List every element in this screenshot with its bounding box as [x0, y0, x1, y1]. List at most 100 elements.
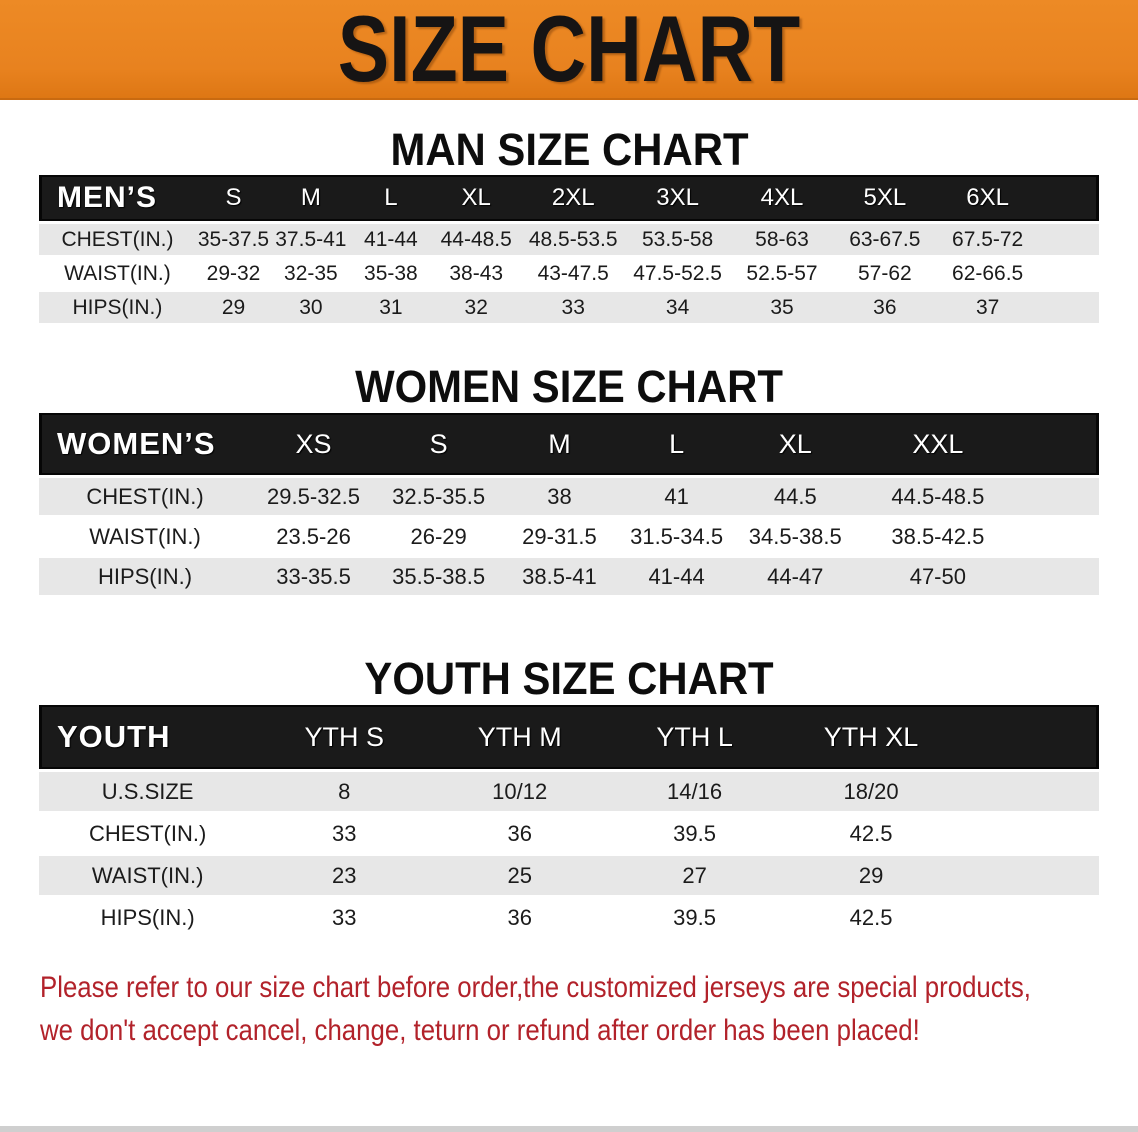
- men-table-title: MEN’S: [39, 175, 196, 221]
- women-waist-row: WAIST(IN.) 23.5-26 26-29 29-31.5 31.5-34…: [39, 518, 1099, 555]
- size-cell: 32: [431, 292, 522, 323]
- men-col-header-l: L: [350, 175, 432, 221]
- size-cell: 14/16: [607, 772, 783, 811]
- men-table-header-row: MEN’S S M L XL 2XL 3XL 4XL 5XL 6XL: [39, 175, 1099, 221]
- men-chest-row: CHEST(IN.) 35-37.5 37.5-41 41-44 44-48.5…: [39, 224, 1099, 255]
- size-cell: 33: [521, 292, 626, 323]
- row-label: CHEST(IN.): [39, 224, 196, 255]
- size-cell: 36: [833, 292, 936, 323]
- men-col-header-6xl: 6XL: [935, 175, 1040, 221]
- row-label: WAIST(IN.): [39, 518, 251, 555]
- size-cell: 39.5: [607, 814, 783, 853]
- men-col-header-4xl: 4XL: [730, 175, 834, 221]
- spacer-cell: [960, 898, 1099, 937]
- spacer-cell: [960, 705, 1099, 769]
- youth-col-header-yth-m: YTH M: [432, 705, 608, 769]
- youth-size-table: YOUTH YTH S YTH M YTH L YTH XL U.S.SIZE …: [39, 702, 1099, 940]
- women-hips-row: HIPS(IN.) 33-35.5 35.5-38.5 38.5-41 41-4…: [39, 558, 1099, 595]
- row-label: WAIST(IN.): [39, 856, 257, 895]
- size-cell: 34.5-38.5: [735, 518, 856, 555]
- size-cell: 57-62: [833, 258, 936, 289]
- spacer-cell: [1020, 413, 1099, 475]
- size-cell: 27: [607, 856, 783, 895]
- size-cell: 52.5-57: [730, 258, 834, 289]
- size-cell: 35: [730, 292, 834, 323]
- spacer-cell: [1039, 258, 1099, 289]
- size-cell: 10/12: [432, 772, 608, 811]
- youth-table-header-row: YOUTH YTH S YTH M YTH L YTH XL: [39, 705, 1099, 769]
- size-cell: 29.5-32.5: [251, 478, 377, 515]
- size-cell: 33: [256, 898, 433, 937]
- men-hips-row: HIPS(IN.) 29 30 31 32 33 34 35 36 37: [39, 292, 1099, 323]
- banner-title: SIZE CHART: [337, 0, 801, 101]
- size-cell: 34: [625, 292, 731, 323]
- size-cell: 37.5-41: [271, 224, 351, 255]
- size-cell: 42.5: [782, 814, 961, 853]
- youth-chest-row: CHEST(IN.) 33 36 39.5 42.5: [39, 814, 1099, 853]
- size-cell: 35-37.5: [195, 224, 272, 255]
- size-cell: 29-32: [195, 258, 272, 289]
- women-table-title: WOMEN’S: [39, 413, 251, 475]
- women-section-heading-text: WOMEN SIZE CHART: [355, 361, 783, 412]
- spacer-cell: [960, 772, 1099, 811]
- men-col-header-m: M: [271, 175, 351, 221]
- size-cell: 42.5: [782, 898, 961, 937]
- size-cell: 31.5-34.5: [617, 518, 736, 555]
- men-col-header-5xl: 5XL: [833, 175, 936, 221]
- row-label: CHEST(IN.): [39, 814, 257, 853]
- youth-table-title: YOUTH: [39, 705, 257, 769]
- size-cell: 38: [501, 478, 618, 515]
- size-cell: 8: [256, 772, 433, 811]
- disclaimer-line-1: Please refer to our size chart before or…: [40, 971, 1031, 1004]
- women-size-table: WOMEN’S XS S M L XL XXL CHEST(IN.) 29.5-…: [39, 410, 1099, 598]
- size-cell: 25: [432, 856, 608, 895]
- row-label: HIPS(IN.): [39, 292, 196, 323]
- women-chest-row: CHEST(IN.) 29.5-32.5 32.5-35.5 38 41 44.…: [39, 478, 1099, 515]
- size-cell: 48.5-53.5: [521, 224, 626, 255]
- size-cell: 62-66.5: [935, 258, 1040, 289]
- size-cell: 63-67.5: [833, 224, 936, 255]
- men-col-header-2xl: 2XL: [521, 175, 626, 221]
- size-cell: 32-35: [271, 258, 351, 289]
- size-cell: 38.5-41: [501, 558, 618, 595]
- size-cell: 44.5: [735, 478, 856, 515]
- women-col-header-m: M: [501, 413, 618, 475]
- size-cell: 41-44: [350, 224, 432, 255]
- size-cell: 37: [935, 292, 1040, 323]
- size-cell: 44.5-48.5: [855, 478, 1021, 515]
- size-cell: 31: [350, 292, 432, 323]
- spacer-cell: [1020, 558, 1099, 595]
- size-cell: 29-31.5: [501, 518, 618, 555]
- row-label: HIPS(IN.): [39, 558, 251, 595]
- size-cell: 53.5-58: [625, 224, 731, 255]
- spacer-cell: [960, 814, 1099, 853]
- row-label: U.S.SIZE: [39, 772, 257, 811]
- men-col-header-s: S: [195, 175, 272, 221]
- men-section-heading-text: MAN SIZE CHART: [389, 124, 749, 175]
- women-col-header-xl: XL: [735, 413, 856, 475]
- women-table-header-row: WOMEN’S XS S M L XL XXL: [39, 413, 1099, 475]
- women-col-header-xxl: XXL: [855, 413, 1021, 475]
- size-cell: 29: [782, 856, 961, 895]
- size-cell: 23.5-26: [251, 518, 377, 555]
- size-cell: 32.5-35.5: [376, 478, 502, 515]
- youth-section-heading-text: YOUTH SIZE CHART: [364, 653, 774, 704]
- spacer-cell: [1039, 224, 1099, 255]
- men-waist-row: WAIST(IN.) 29-32 32-35 35-38 38-43 43-47…: [39, 258, 1099, 289]
- spacer-cell: [1039, 292, 1099, 323]
- women-col-header-s: S: [376, 413, 502, 475]
- youth-waist-row: WAIST(IN.) 23 25 27 29: [39, 856, 1099, 895]
- size-cell: 36: [432, 814, 608, 853]
- disclaimer: Please refer to our size chart before or…: [0, 966, 1138, 1052]
- bottom-edge-strip: [0, 1126, 1138, 1132]
- youth-col-header-yth-l: YTH L: [607, 705, 783, 769]
- size-cell: 41: [617, 478, 736, 515]
- youth-hips-row: HIPS(IN.) 33 36 39.5 42.5: [39, 898, 1099, 937]
- size-cell: 33: [256, 814, 433, 853]
- size-cell: 38-43: [431, 258, 522, 289]
- women-col-header-l: L: [617, 413, 736, 475]
- size-cell: 35.5-38.5: [376, 558, 502, 595]
- size-cell: 43-47.5: [521, 258, 626, 289]
- row-label: HIPS(IN.): [39, 898, 257, 937]
- size-cell: 26-29: [376, 518, 502, 555]
